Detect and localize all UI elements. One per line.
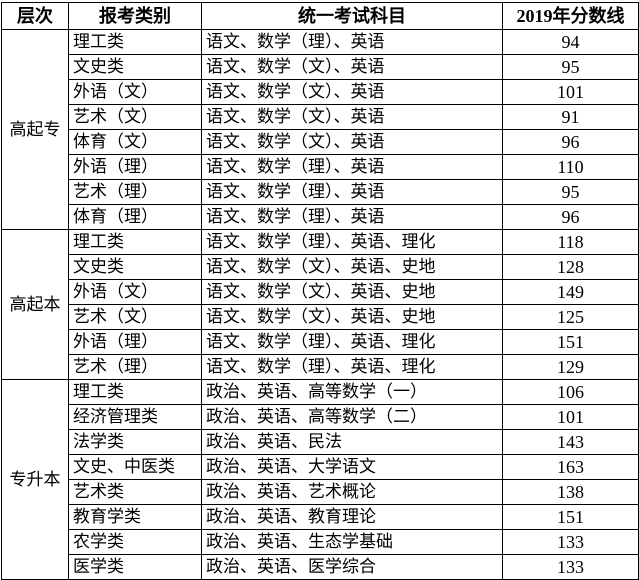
- table-row: 艺术类 政治、英语、艺术概论 138: [2, 479, 639, 505]
- subjects-cell: 语文、数学（文）、英语、史地: [201, 254, 503, 280]
- subjects-cell: 语文、数学（文）、英语、史地: [201, 279, 503, 305]
- subjects-cell: 政治、英语、高等数学（二）: [201, 404, 503, 430]
- category-cell: 法学类: [68, 429, 202, 455]
- category-cell: 体育（理）: [68, 204, 202, 230]
- table-row: 高起专 理工类 语文、数学（理）、英语 94: [1, 29, 639, 230]
- table-row: 教育学类 政治、英语、教育理论 151: [2, 504, 639, 530]
- score-cell: 91: [502, 104, 639, 130]
- subjects-cell: 政治、英语、医学综合: [201, 554, 503, 580]
- category-cell: 外语（文）: [68, 79, 202, 105]
- table-row: 体育（文） 语文、数学（文）、英语 96: [2, 129, 639, 155]
- table-row: 外语（文） 语文、数学（文）、英语 101: [2, 79, 639, 105]
- score-cell: 95: [502, 54, 639, 80]
- subjects-cell: 语文、数学（理）、英语: [201, 154, 503, 180]
- score-cell: 163: [502, 454, 639, 480]
- level-cell: 高起本: [1, 229, 69, 380]
- score-cell: 151: [502, 329, 639, 355]
- table-row: 经济管理类 政治、英语、高等数学（二） 101: [2, 404, 639, 430]
- score-cell: 110: [502, 154, 639, 180]
- table-row: 艺术（理） 语文、数学（理）、英语、理化 129: [2, 354, 639, 380]
- category-cell: 文史类: [68, 54, 202, 80]
- subjects-cell: 语文、数学（理）、英语: [201, 179, 503, 205]
- table-row: 艺术（文） 语文、数学（文）、英语 91: [2, 104, 639, 130]
- subjects-cell: 语文、数学（文）、英语: [201, 79, 503, 105]
- header-category: 报考类别: [68, 2, 202, 30]
- subjects-cell: 政治、英语、大学语文: [201, 454, 503, 480]
- table-row: 外语（理） 语文、数学（理）、英语、理化 151: [2, 329, 639, 355]
- subjects-cell: 语文、数学（文）、英语、史地: [201, 304, 503, 330]
- table-row: 文史类 语文、数学（文）、英语 95: [2, 54, 639, 80]
- subjects-cell: 语文、数学（理）、英语、理化: [201, 354, 503, 380]
- category-cell: 外语（文）: [68, 279, 202, 305]
- subjects-cell: 语文、数学（理）、英语: [201, 204, 503, 230]
- score-cell: 94: [502, 29, 639, 55]
- score-cell: 149: [502, 279, 639, 305]
- category-cell: 理工类: [68, 229, 202, 255]
- score-cell: 151: [502, 504, 639, 530]
- table-row: 法学类 政治、英语、民法 143: [2, 429, 639, 455]
- table-row: 专升本 理工类 政治、英语、高等数学（一） 106: [1, 379, 639, 580]
- table-row: 高起本 理工类 语文、数学（理）、英语、理化 118: [1, 229, 639, 380]
- category-cell: 外语（理）: [68, 329, 202, 355]
- category-cell: 艺术（文）: [68, 304, 202, 330]
- table-row: 艺术（理） 语文、数学（理）、英语 95: [2, 179, 639, 205]
- subjects-cell: 政治、英语、民法: [201, 429, 503, 455]
- table-row: 文史类 语文、数学（文）、英语、史地 128: [2, 254, 639, 280]
- subjects-cell: 政治、英语、生态学基础: [201, 529, 503, 555]
- subjects-cell: 语文、数学（理）、英语、理化: [201, 229, 503, 255]
- score-cell: 118: [502, 229, 639, 255]
- table-row: 农学类 政治、英语、生态学基础 133: [2, 529, 639, 555]
- level-cell: 专升本: [1, 379, 69, 580]
- header-level: 层次: [1, 2, 69, 30]
- category-cell: 艺术（理）: [68, 179, 202, 205]
- category-cell: 医学类: [68, 554, 202, 580]
- subjects-cell: 政治、英语、艺术概论: [201, 479, 503, 505]
- score-cell: 125: [502, 304, 639, 330]
- subjects-cell: 语文、数学（文）、英语: [201, 104, 503, 130]
- score-cell: 129: [502, 354, 639, 380]
- header-row: 层次 报考类别 统一考试科目 2019年分数线: [1, 2, 639, 30]
- category-cell: 文史类: [68, 254, 202, 280]
- score-cell: 133: [502, 554, 639, 580]
- score-cell: 138: [502, 479, 639, 505]
- score-cell: 96: [502, 129, 639, 155]
- subjects-cell: 语文、数学（文）、英语: [201, 54, 503, 80]
- header-score: 2019年分数线: [502, 2, 639, 30]
- header-subjects: 统一考试科目: [201, 2, 503, 30]
- score-cell: 101: [502, 79, 639, 105]
- table-row: 医学类 政治、英语、医学综合 133: [2, 554, 639, 580]
- subjects-cell: 政治、英语、教育理论: [201, 504, 503, 530]
- subjects-cell: 语文、数学（理）、英语、理化: [201, 329, 503, 355]
- subjects-cell: 语文、数学（文）、英语: [201, 129, 503, 155]
- level-cell: 高起专: [1, 29, 69, 230]
- subjects-cell: 语文、数学（理）、英语: [201, 29, 503, 55]
- table-row: 艺术（文） 语文、数学（文）、英语、史地 125: [2, 304, 639, 330]
- category-cell: 外语（理）: [68, 154, 202, 180]
- table-row: 外语（文） 语文、数学（文）、英语、史地 149: [2, 279, 639, 305]
- table-row: 文史、中医类 政治、英语、大学语文 163: [2, 454, 639, 480]
- category-cell: 理工类: [68, 29, 202, 55]
- score-cell: 143: [502, 429, 639, 455]
- category-cell: 理工类: [68, 379, 202, 405]
- score-cell: 96: [502, 204, 639, 230]
- subjects-cell: 政治、英语、高等数学（一）: [201, 379, 503, 405]
- score-cell: 128: [502, 254, 639, 280]
- score-cell: 95: [502, 179, 639, 205]
- score-cell: 101: [502, 404, 639, 430]
- score-cell: 133: [502, 529, 639, 555]
- category-cell: 艺术（理）: [68, 354, 202, 380]
- category-cell: 艺术（文）: [68, 104, 202, 130]
- category-cell: 文史、中医类: [68, 454, 202, 480]
- table-row: 体育（理） 语文、数学（理）、英语 96: [2, 204, 639, 230]
- score-cell: 106: [502, 379, 639, 405]
- category-cell: 经济管理类: [68, 404, 202, 430]
- table-row: 外语（理） 语文、数学（理）、英语 110: [2, 154, 639, 180]
- category-cell: 教育学类: [68, 504, 202, 530]
- category-cell: 艺术类: [68, 479, 202, 505]
- category-cell: 农学类: [68, 529, 202, 555]
- category-cell: 体育（文）: [68, 129, 202, 155]
